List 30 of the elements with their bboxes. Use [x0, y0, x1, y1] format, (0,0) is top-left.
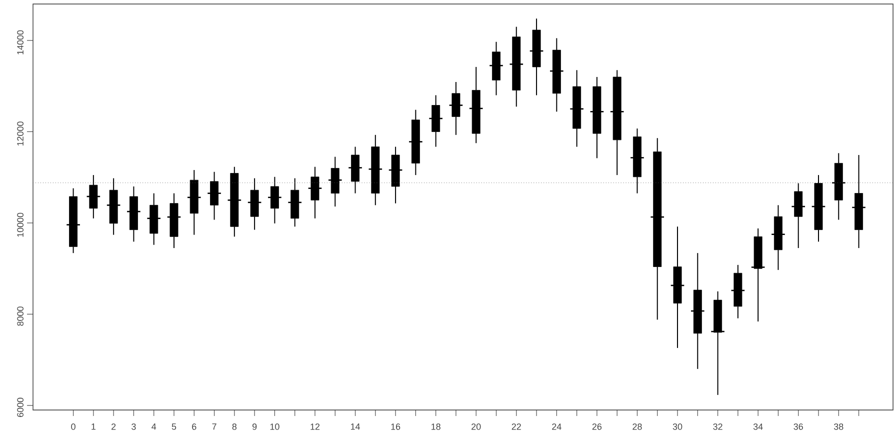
x-tick-label: 12: [310, 424, 320, 430]
x-tick-label: 18: [432, 424, 440, 430]
x-tick-label: 16: [391, 424, 400, 430]
x-tick-label: 2: [112, 424, 116, 430]
x-tick-label: 26: [592, 424, 602, 430]
x-tick-label: 34: [753, 424, 763, 430]
x-tick-label: 5: [172, 424, 176, 430]
x-tick-label: 30: [672, 424, 682, 430]
x-tick-label: 14: [350, 424, 360, 430]
y-tick-label: 14000: [17, 30, 24, 54]
y-tick-label: 6000: [17, 398, 24, 417]
x-tick-label: 24: [552, 424, 562, 430]
x-tick-label: 28: [632, 424, 642, 430]
x-tick-label: 22: [512, 424, 521, 430]
x-tick-label: 38: [834, 424, 844, 430]
x-tick-label: 0: [71, 424, 76, 430]
x-tick-label: 8: [232, 424, 237, 430]
x-tick-label: 36: [794, 424, 803, 430]
x-tick-label: 32: [713, 424, 722, 430]
y-tick-label: 8000: [17, 306, 24, 326]
x-tick-label: 4: [152, 424, 156, 430]
x-tick-label: 9: [252, 424, 257, 430]
x-tick-label: 20: [472, 424, 481, 430]
x-tick-label: 6: [192, 424, 196, 430]
y-tick-label: 12000: [17, 122, 24, 146]
x-tick-label: 1: [92, 424, 96, 430]
x-tick-label: 7: [212, 424, 216, 430]
x-tick-label: 3: [132, 424, 136, 430]
y-tick-label: 10000: [17, 212, 24, 237]
x-tick-label: 10: [270, 424, 280, 430]
